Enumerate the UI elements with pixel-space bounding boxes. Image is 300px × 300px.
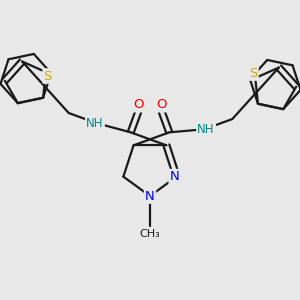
Text: CH₃: CH₃ <box>140 229 160 239</box>
Text: N: N <box>170 170 179 183</box>
Text: S: S <box>249 67 257 80</box>
Text: NH: NH <box>197 123 215 136</box>
Text: O: O <box>133 98 143 111</box>
Text: O: O <box>157 98 167 111</box>
Text: NH: NH <box>86 117 104 130</box>
Text: S: S <box>44 70 52 83</box>
Text: N: N <box>145 190 155 202</box>
